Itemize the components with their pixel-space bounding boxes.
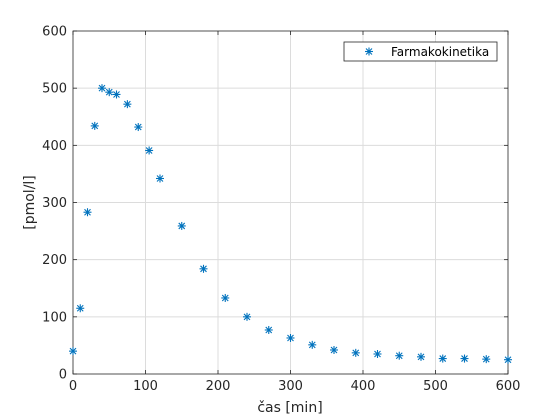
data-point	[98, 84, 106, 93]
legend: Farmakokinetika	[343, 41, 498, 62]
data-point	[90, 121, 99, 130]
y-axis-label: [pmol/l]	[22, 175, 38, 230]
x-tick-label: 200	[206, 379, 231, 394]
legend-asterisk-icon	[365, 47, 373, 56]
axes	[72, 30, 509, 375]
legend-marker	[365, 47, 373, 56]
data-point	[76, 304, 85, 313]
data-point	[330, 345, 338, 354]
data-point	[112, 90, 121, 99]
data-point	[438, 354, 447, 363]
y-tick-label: 300	[42, 196, 67, 211]
tick-labels: 0 100 200 300 400 500 600 0 100 200 300 400 500 600	[42, 25, 520, 395]
y-tick-label: 100	[42, 310, 67, 325]
data-point	[351, 348, 360, 357]
data-point	[69, 347, 77, 356]
legend-label: Farmakokinetika	[391, 45, 489, 59]
data-point	[123, 100, 132, 109]
x-tick-label: 0	[69, 379, 77, 394]
data-point	[286, 333, 295, 342]
data-point	[308, 340, 317, 349]
data-point	[156, 174, 164, 183]
y-tick-label: 0	[59, 368, 67, 383]
data-point	[395, 351, 404, 360]
data-points	[69, 84, 512, 364]
x-tick-label: 400	[351, 379, 376, 394]
legend-box	[343, 41, 498, 62]
data-point	[460, 354, 469, 363]
data-point	[199, 264, 208, 273]
y-tick-label: 600	[42, 25, 67, 40]
data-point	[504, 355, 512, 364]
data-point	[221, 293, 230, 302]
x-tick-label: 600	[496, 379, 521, 394]
data-point	[134, 123, 143, 132]
data-point	[243, 312, 251, 321]
x-axis-label: čas [min]	[257, 400, 322, 416]
data-point	[177, 221, 186, 230]
data-point	[417, 352, 425, 361]
data-point	[482, 355, 491, 364]
data-point	[264, 325, 273, 334]
data-point	[105, 88, 114, 97]
x-tick-label: 500	[423, 379, 448, 394]
data-point	[145, 146, 154, 155]
data-point	[83, 208, 92, 217]
y-tick-label: 400	[42, 139, 67, 154]
x-tick-label: 300	[278, 379, 303, 394]
y-tick-label: 500	[42, 82, 67, 97]
x-tick-label: 100	[133, 379, 158, 394]
grid	[73, 31, 508, 374]
data-point	[373, 349, 382, 358]
y-tick-label: 200	[42, 253, 67, 268]
